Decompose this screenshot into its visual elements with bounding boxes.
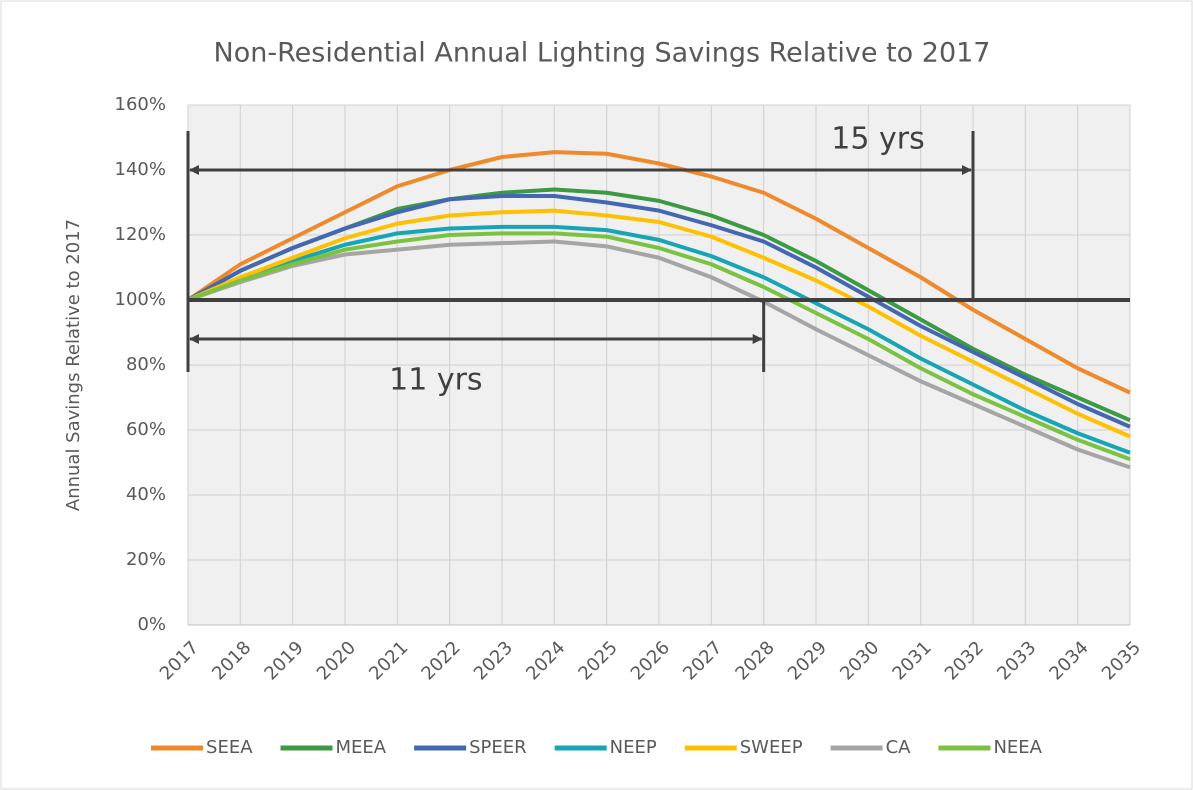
legend-label: SEEA [206,737,253,758]
legend-label: NEEP [610,737,657,758]
legend-label: SPEER [469,737,527,758]
annotation-label: 15 yrs [831,122,924,157]
y-tick-label: 40% [126,484,166,505]
y-tick-label: 160% [115,94,166,115]
legend: SEEA MEEA SPEER NEEP SWEEP CA NEEA [151,737,1043,758]
y-axis-title: Annual Savings Relative to 2017 [63,219,84,511]
series-line [187,231,1131,462]
legend-label: CA [886,737,912,758]
y-tick-label: 0% [137,614,166,635]
series-line [187,239,1131,470]
series-line [187,194,1131,429]
y-tick-label: 60% [126,419,166,440]
chart-title: Non-Residential Annual Lighting Savings … [214,38,991,69]
legend-label: NEEA [993,737,1042,758]
series-line [186,150,1131,395]
legend-label: MEEA [336,737,387,758]
y-tick-label: 20% [126,549,166,570]
y-tick-label: 120% [115,224,166,245]
y-tick-label: 140% [115,159,166,180]
y-tick-label: 80% [126,354,166,375]
series-line [187,224,1131,455]
legend-label: SWEEP [740,737,803,758]
series-line [187,208,1131,439]
annotation-label: 11 yrs [389,363,482,398]
y-tick-label: 100% [115,289,166,310]
